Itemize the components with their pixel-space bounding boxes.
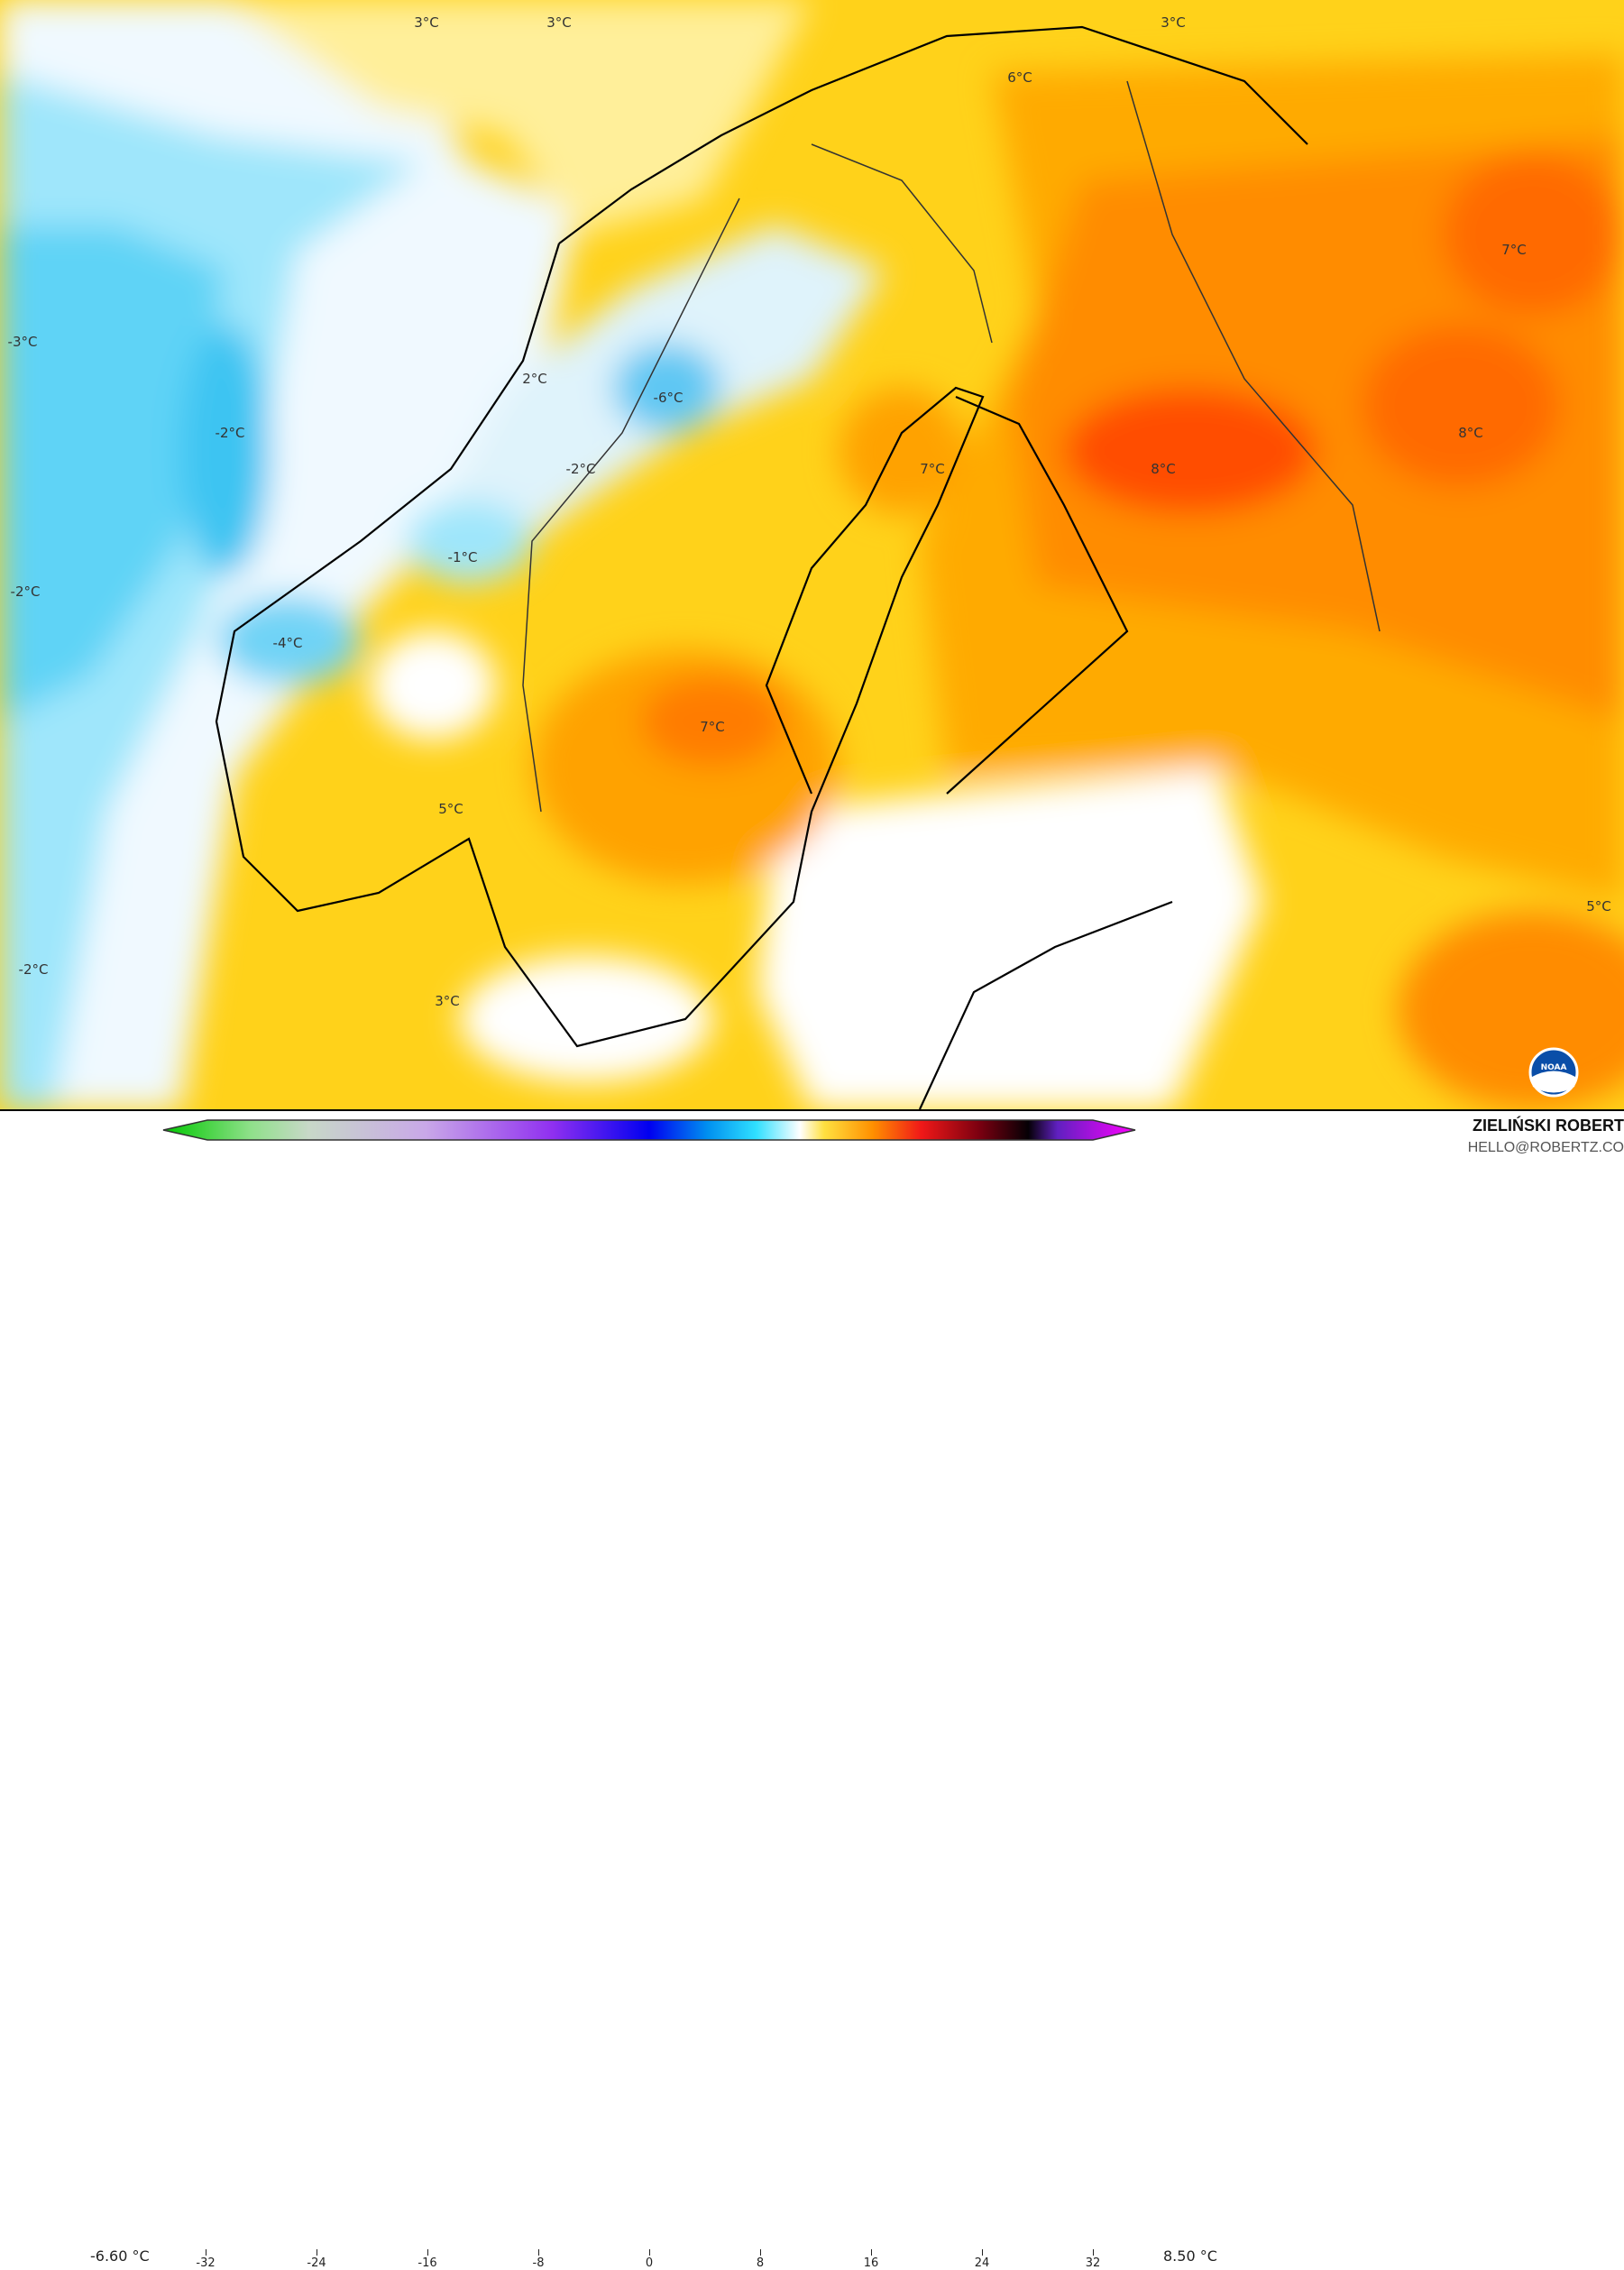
temperature-contour-label: -1°C bbox=[447, 549, 478, 565]
map-canvas: NOAA bbox=[0, 0, 1624, 1110]
temperature-contour-label: -3°C bbox=[7, 334, 38, 350]
temperature-contour-label: 3°C bbox=[1161, 14, 1186, 31]
temperature-contour-label: -2°C bbox=[18, 961, 49, 978]
temperature-contour-label: 7°C bbox=[920, 461, 945, 477]
colorbar-tick-label: 24 bbox=[974, 2256, 990, 2270]
coastlines bbox=[215, 25, 1308, 1110]
colorbar-tick-mark bbox=[538, 2249, 539, 2256]
colorbar-min-label: -6.60 °C bbox=[90, 2247, 150, 2265]
colorbar-tick-label: -24 bbox=[307, 2256, 326, 2270]
author-email: HELLO@ROBERTZ.CO bbox=[1467, 1140, 1624, 1155]
temperature-contour-label: 7°C bbox=[700, 719, 725, 735]
temperature-contour-label: -2°C bbox=[10, 584, 41, 600]
svg-text:NOAA: NOAA bbox=[1541, 1063, 1567, 1072]
colorbar-tick-label: -8 bbox=[532, 2256, 545, 2270]
temperature-contour-label: -4°C bbox=[272, 635, 303, 651]
colorbar-tick-label: 16 bbox=[863, 2256, 879, 2270]
temperature-contour-label: 3°C bbox=[414, 14, 439, 31]
temperature-contour-label: 7°C bbox=[1501, 242, 1527, 258]
temperature-anomaly-map[interactable]: NOAA 3°C 3°C 3°C 6°C -3°C -2°C 2°C -6°C -2°C 7°C 8… bbox=[0, 0, 1624, 1111]
colorbar-tick-label: 8 bbox=[756, 2256, 765, 2270]
temperature-contour-label: -2°C bbox=[215, 425, 245, 441]
author-credit: ZIELIŃSKI ROBERT bbox=[1472, 1117, 1624, 1135]
colorbar-tick-label: 32 bbox=[1085, 2256, 1101, 2270]
temperature-contour-label: -2°C bbox=[565, 461, 596, 477]
temperature-contour-label: 8°C bbox=[1458, 425, 1483, 441]
colorbar-tick-mark bbox=[871, 2249, 872, 2256]
colorbar-tick-mark bbox=[982, 2249, 983, 2256]
temperature-contour-label: 8°C bbox=[1151, 461, 1176, 477]
borders bbox=[522, 80, 1381, 813]
temperature-contour-label: -6°C bbox=[653, 390, 684, 406]
colorbar-tick-label: -32 bbox=[196, 2256, 216, 2270]
colorbar-tick-label: -16 bbox=[417, 2256, 437, 2270]
temperature-contour-label: 6°C bbox=[1007, 69, 1032, 86]
colorbar-tick-mark bbox=[1093, 2249, 1094, 2256]
temperature-contour-label: 5°C bbox=[438, 801, 463, 817]
temperature-contour-label: 2°C bbox=[522, 371, 547, 387]
temperature-contour-label: 5°C bbox=[1586, 898, 1611, 914]
noaa-logo: NOAA bbox=[1528, 1047, 1579, 1098]
colorbar-tick-label: 0 bbox=[645, 2256, 654, 2270]
colorbar-max-label: 8.50 °C bbox=[1163, 2247, 1217, 2265]
colorbar-tick-mark bbox=[427, 2249, 428, 2256]
colorbar bbox=[162, 1119, 1136, 1141]
temperature-contour-label: 3°C bbox=[435, 993, 460, 1009]
temperature-contour-label: 3°C bbox=[546, 14, 572, 31]
colorbar-legend: -6.60 °C 8.50 °C -32 -24 -16 -8 0 8 16 24 32 bbox=[0, 1111, 1624, 2270]
colorbar-tick-mark bbox=[649, 2249, 650, 2256]
colorbar-tick-mark bbox=[760, 2249, 761, 2256]
